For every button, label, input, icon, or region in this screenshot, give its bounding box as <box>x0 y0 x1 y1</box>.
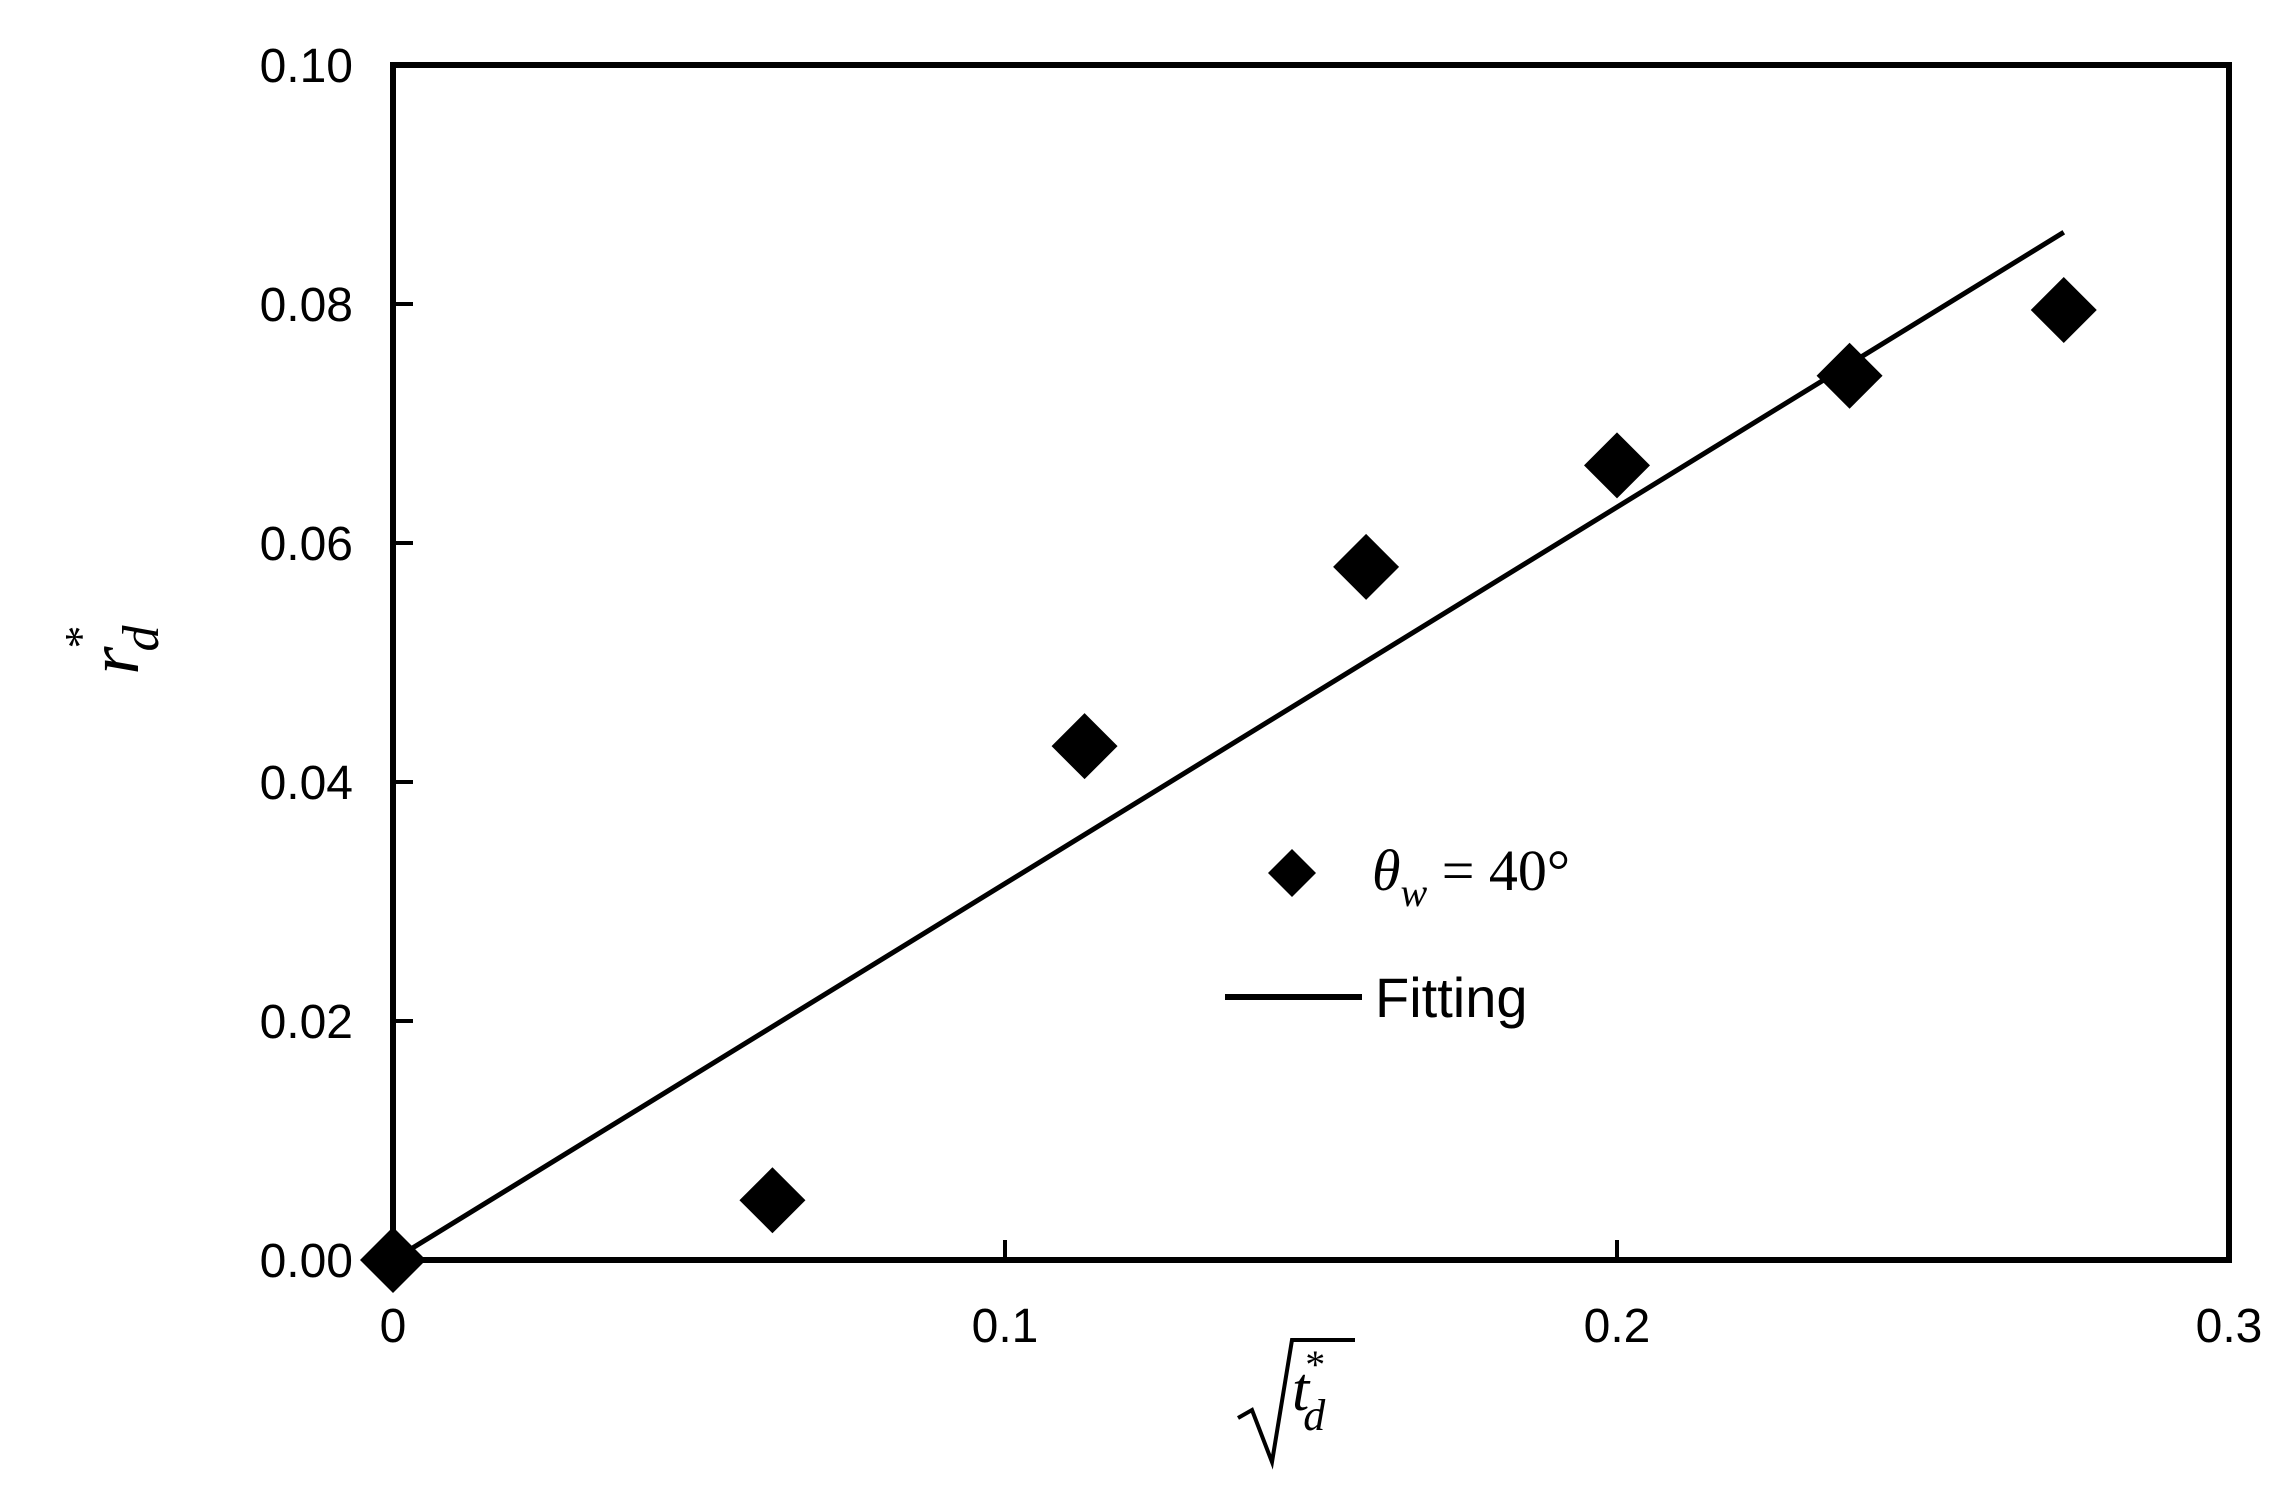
x-axis-label: t* d <box>1237 1338 1355 1470</box>
data-point-4 <box>1584 432 1650 499</box>
legend-label-fitting: Fitting <box>1375 966 1528 1029</box>
y-tick-label-4: 0.08 <box>260 279 353 332</box>
legend-label-scatter: θw = 40° <box>1372 838 1570 915</box>
x-tick-label-2: 0.2 <box>1584 1300 1651 1353</box>
x-tick-label-3: 0.3 <box>2196 1300 2263 1353</box>
y-tick-label-0: 0.00 <box>260 1235 353 1288</box>
data-point-0 <box>360 1227 426 1293</box>
svg-text:r*d: r* d <box>55 624 170 674</box>
legend-diamond <box>1268 849 1316 897</box>
plot-frame <box>390 62 2232 1263</box>
legend-marker-diamond <box>1268 849 1316 897</box>
data-point-6 <box>2030 276 2097 343</box>
fitting-line <box>391 230 2066 1263</box>
data-point-1 <box>739 1167 806 1234</box>
y-axis-label: r* d <box>55 624 170 674</box>
y-tick-label-3: 0.06 <box>260 518 353 571</box>
x-axis-symbol: t* d <box>1292 1342 1326 1440</box>
data-point-2 <box>1051 713 1118 780</box>
y-tick-label-1: 0.02 <box>260 996 353 1049</box>
data-point-5 <box>1816 342 1883 409</box>
axis-tick-labels: 0 0.1 0.2 0.3 0.00 0.02 0.04 0.06 0.08 0.10 <box>260 40 2263 1353</box>
y-tick-label-5: 0.10 <box>260 40 353 93</box>
data-series <box>360 230 2097 1293</box>
x-tick-label-1: 0.1 <box>972 1300 1039 1353</box>
data-point-3 <box>1333 533 1400 600</box>
legend: θw = 40° Fitting <box>1225 838 1570 1029</box>
y-tick-label-2: 0.04 <box>260 757 353 810</box>
x-tick-label-0: 0 <box>380 1300 407 1353</box>
sqrt-symbol <box>1237 1338 1355 1470</box>
axis-ticks <box>391 63 2231 1262</box>
